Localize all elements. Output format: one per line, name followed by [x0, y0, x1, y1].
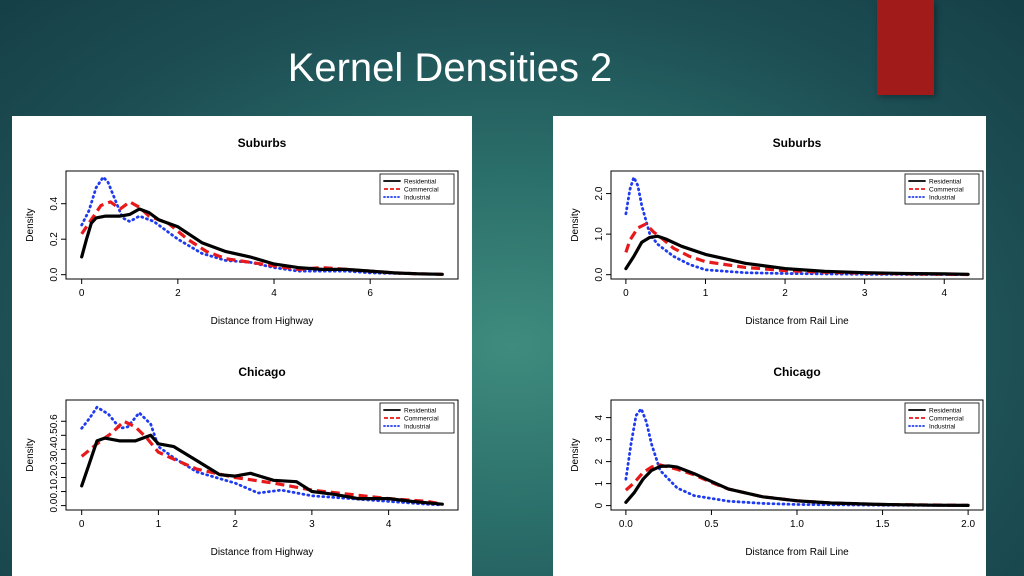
x-tick-label: 4 [271, 288, 277, 299]
x-tick-label: 4 [386, 519, 392, 530]
y-axis-label: Density [570, 438, 581, 471]
right-charts-svg: Suburbs 0 1 2 3 4 0.0 1.0 2.0 Distance from Rail … [570, 136, 984, 558]
series-line-industrial [80, 175, 444, 276]
x-tick-label: 1.5 [876, 519, 890, 530]
series-line-commercial [624, 222, 969, 277]
y-tick-label: 2.0 [594, 186, 605, 200]
legend-label: Commercial [404, 416, 439, 423]
right-chart-panel: Suburbs 0 1 2 3 4 0.0 1.0 2.0 Distance from Rail … [553, 116, 986, 576]
y-tick-label: 1 [594, 480, 605, 486]
series-line-industrial [624, 407, 970, 507]
legend-label: Residential [929, 408, 962, 415]
chart-4: Chicago 0.0 0.5 1.0 1.5 2.0 0 1 2 3 4 Distance from… [570, 365, 984, 558]
left-chart-panel: Suburbs 0 2 4 6 0.0 0.2 0.4 Distance from Highwa… [12, 116, 472, 576]
y-axis-label: Density [25, 208, 36, 241]
y-tick-label: 0.6 [49, 414, 60, 428]
accent-bar [877, 0, 934, 95]
x-axis-label: Distance from Rail Line [745, 316, 849, 327]
series-line-residential [624, 234, 970, 276]
legend-label: Industrial [404, 195, 431, 202]
slide-title-text: Kernel Densities 2 [287, 46, 613, 90]
series-line-commercial [80, 419, 443, 506]
x-tick-label: 3 [309, 519, 315, 530]
y-tick-label: 3 [594, 436, 605, 442]
chart-3: Chicago 0 1 2 3 4 0.00.10.20.30.40.50.6 Distanc… [25, 365, 459, 558]
x-tick-label: 4 [941, 288, 947, 299]
plot-frame [65, 399, 459, 511]
x-tick-label: 3 [862, 288, 868, 299]
legend-label: Commercial [929, 187, 964, 194]
legend-label: Industrial [404, 424, 431, 431]
y-tick-label: 0.0 [49, 498, 60, 512]
y-tick-label: 0.0 [49, 267, 60, 281]
x-tick-label: 2.0 [961, 519, 975, 530]
y-tick-label: 0.2 [49, 470, 60, 484]
x-tick-label: 0 [623, 288, 629, 299]
series-line-industrial [624, 175, 970, 276]
x-tick-label: 1 [156, 519, 162, 530]
y-tick-label: 0.3 [49, 456, 60, 470]
legend-label: Industrial [929, 424, 956, 431]
x-tick-label: 6 [367, 288, 373, 299]
chart-title: Chicago [238, 365, 285, 379]
y-tick-label: 0.5 [49, 428, 60, 442]
legend-label: Residential [404, 408, 437, 415]
slide-title: Kernel Densities 2 [0, 46, 900, 91]
y-tick-label: 0.4 [49, 196, 60, 210]
x-tick-label: 2 [232, 519, 238, 530]
y-tick-label: 0 [594, 502, 605, 508]
y-tick-label: 4 [594, 414, 605, 420]
x-tick-label: 0.5 [704, 519, 718, 530]
y-tick-label: 0.1 [49, 484, 60, 498]
legend-box [379, 173, 455, 205]
left-charts-svg: Suburbs 0 2 4 6 0.0 0.2 0.4 Distance from Highwa… [25, 136, 459, 558]
y-tick-label: 0.0 [594, 267, 605, 281]
y-axis-label: Density [570, 208, 581, 241]
series-line-residential [80, 433, 444, 506]
x-tick-label: 0.0 [619, 519, 633, 530]
chart-title: Suburbs [773, 136, 822, 150]
chart-title: Suburbs [238, 136, 287, 150]
legend-label: Residential [929, 179, 962, 186]
series-line-industrial [80, 405, 444, 507]
legend-label: Industrial [929, 195, 956, 202]
chart-1: Suburbs 0 2 4 6 0.0 0.2 0.4 Distance from Highwa… [25, 136, 459, 327]
y-tick-label: 0.2 [49, 232, 60, 246]
series-line-commercial [80, 200, 443, 276]
x-axis-label: Distance from Highway [211, 316, 314, 327]
y-tick-label: 2 [594, 458, 605, 464]
legend-label: Residential [404, 179, 437, 186]
y-axis-label: Density [25, 438, 36, 471]
x-axis-label: Distance from Highway [211, 547, 314, 558]
chart-title: Chicago [773, 365, 820, 379]
plot-frame [65, 170, 459, 280]
legend-label: Commercial [929, 416, 964, 423]
x-tick-label: 1.0 [790, 519, 804, 530]
series-line-residential [624, 464, 970, 507]
plot-frame [610, 170, 984, 280]
x-tick-label: 2 [175, 288, 181, 299]
x-tick-label: 0 [79, 519, 85, 530]
y-tick-label: 0.4 [49, 442, 60, 456]
series-line-residential [80, 207, 444, 276]
chart-2: Suburbs 0 1 2 3 4 0.0 1.0 2.0 Distance from Rail … [570, 136, 984, 327]
x-tick-label: 2 [782, 288, 788, 299]
x-tick-label: 1 [703, 288, 709, 299]
x-tick-label: 0 [79, 288, 85, 299]
legend-box [379, 402, 455, 434]
y-tick-label: 1.0 [594, 227, 605, 241]
legend-label: Commercial [404, 187, 439, 194]
x-axis-label: Distance from Rail Line [745, 547, 849, 558]
